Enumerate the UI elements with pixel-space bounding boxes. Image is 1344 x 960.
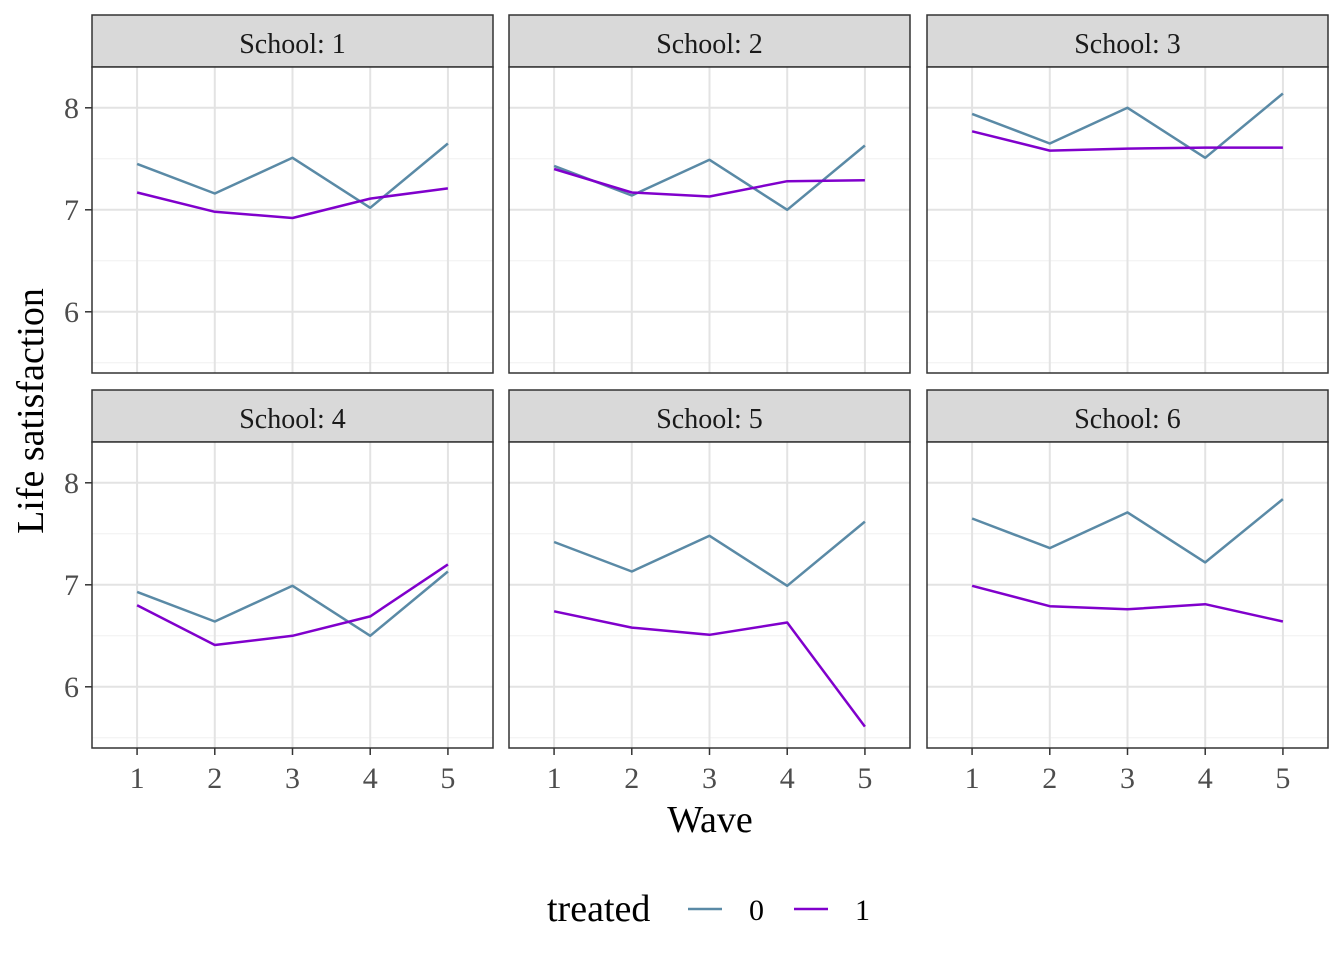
- series-line-treated-1: [136, 563, 449, 647]
- panel-border: [508, 66, 911, 374]
- facet-panel-2: School: 2: [508, 14, 911, 374]
- x-axis-title: Wave: [667, 799, 753, 841]
- panel-border: [926, 66, 1329, 374]
- facet-strip: [926, 389, 1329, 443]
- x-tick-label: 4: [780, 762, 795, 795]
- facet-strip: [926, 14, 1329, 68]
- x-tick-label: 1: [965, 762, 980, 795]
- facet-strip: [91, 14, 494, 68]
- series-line-treated-1: [136, 187, 449, 220]
- x-tick-label: 2: [624, 762, 639, 795]
- y-tick-label: 7: [64, 194, 79, 227]
- series-line-treated-1: [553, 167, 865, 198]
- facet-strip-label: School: 4: [239, 404, 346, 435]
- y-axis-ticks: 6 7 8 6 7 8: [64, 92, 92, 704]
- series-line-treated-0: [971, 498, 1284, 564]
- x-axis-ticks: 1 2 3 4 5 1 2 3 4 5 1 2 3 4 5: [130, 748, 1290, 795]
- x-tick-label: 5: [1275, 762, 1290, 795]
- x-tick-label: 5: [857, 762, 872, 795]
- series-line-treated-1: [971, 584, 1284, 623]
- facet-strip-label: School: 2: [656, 29, 763, 60]
- facet-strip: [91, 389, 494, 443]
- x-tick-label: 2: [1042, 762, 1057, 795]
- facet-strip: [508, 389, 911, 443]
- series-line-treated-1: [553, 610, 866, 728]
- facet-panel-6: School: 6: [926, 389, 1329, 749]
- y-tick-label: 7: [64, 569, 79, 602]
- x-tick-label: 4: [1198, 762, 1213, 795]
- series-line-treated-0: [971, 92, 1284, 160]
- x-tick-label: 3: [1120, 762, 1135, 795]
- legend: treated 0 1: [547, 888, 870, 930]
- facet-panel-1: School: 1: [91, 14, 494, 374]
- y-tick-label: 6: [64, 671, 79, 704]
- series-line-treated-1: [971, 130, 1283, 152]
- x-tick-label: 5: [440, 762, 455, 795]
- legend-label-0: 0: [749, 894, 764, 927]
- panel-border: [91, 66, 494, 374]
- x-tick-label: 3: [285, 762, 300, 795]
- facet-panels: School: 1 School: 2 School: 3 School: 4 Scho…: [91, 14, 1329, 749]
- y-tick-label: 8: [64, 467, 79, 500]
- y-tick-label: 8: [64, 92, 79, 125]
- series-line-treated-0: [553, 520, 866, 588]
- x-tick-label: 2: [207, 762, 222, 795]
- y-tick-label: 6: [64, 296, 79, 329]
- facet-strip-label: School: 1: [239, 29, 346, 60]
- legend-title: treated: [547, 888, 650, 930]
- x-tick-label: 4: [363, 762, 378, 795]
- legend-label-1: 1: [855, 894, 870, 927]
- facet-strip-label: School: 3: [1074, 29, 1181, 60]
- x-tick-label: 1: [547, 762, 562, 795]
- x-tick-label: 3: [702, 762, 717, 795]
- facet-strip-label: School: 5: [656, 404, 763, 435]
- x-tick-label: 1: [130, 762, 145, 795]
- facet-strip: [508, 14, 911, 68]
- series-line-treated-0: [136, 570, 449, 638]
- y-axis-title: Life satisfaction: [10, 288, 52, 534]
- facet-panel-4: School: 4: [91, 389, 494, 749]
- facet-panel-5: School: 5: [508, 389, 911, 749]
- facet-panel-3: School: 3: [926, 14, 1329, 374]
- facet-strip-label: School: 6: [1074, 404, 1181, 435]
- series-line-treated-0: [136, 142, 449, 210]
